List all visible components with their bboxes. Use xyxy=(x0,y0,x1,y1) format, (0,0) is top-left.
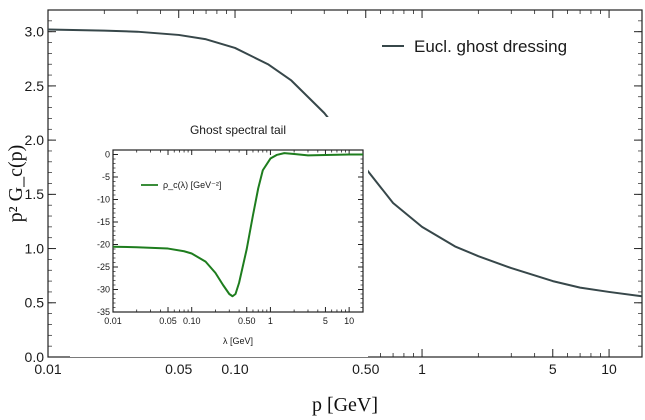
inset-x-tick-label: 5 xyxy=(323,316,328,326)
main-x-tick-label: 0.50 xyxy=(352,361,379,377)
main-y-tick-label: 3.0 xyxy=(25,24,45,40)
inset-y-tick-label: -15 xyxy=(97,217,110,227)
inset-title: Ghost spectral tail xyxy=(190,123,286,137)
inset-y-tick-label: -35 xyxy=(97,307,110,317)
inset-y-tick-label: -10 xyxy=(97,195,110,205)
inset-chart: Ghost spectral tail 0.01 0.05 0.10 0.50 1 5 10… xyxy=(70,117,368,357)
main-y-tick-label: 2.0 xyxy=(25,132,45,148)
main-y-axis-label: p² G_c(p) xyxy=(5,145,27,223)
main-x-tick-label: 10 xyxy=(601,361,617,377)
inset-x-tick-label: 10 xyxy=(344,316,354,326)
inset-y-tick-label: -30 xyxy=(97,285,110,295)
inset-y-tick-label: -5 xyxy=(102,172,110,182)
main-x-tick-label: 1 xyxy=(418,361,426,377)
inset-y-tick-label: -20 xyxy=(97,240,110,250)
main-y-tick-label: 0.5 xyxy=(25,295,45,311)
inset-legend-label: ρ_c(λ) [GeV⁻²] xyxy=(163,180,221,190)
inset-x-tick-label: 1 xyxy=(268,316,273,326)
main-x-axis-label: p [GeV] xyxy=(312,394,378,416)
main-x-tick-label: 0.05 xyxy=(165,361,192,377)
main-y-tick-label: 1.0 xyxy=(25,240,45,256)
inset-x-tick-label: 0.10 xyxy=(183,316,201,326)
inset-x-axis-label: λ [GeV] xyxy=(223,336,253,346)
main-y-tick-label: 2.5 xyxy=(25,78,45,94)
inset-x-tick-label: 0.01 xyxy=(104,316,122,326)
main-y-tick-label: 0.0 xyxy=(25,349,45,365)
main-legend: Eucl. ghost dressing xyxy=(382,37,567,56)
main-y-tick-label: 1.5 xyxy=(25,186,45,202)
inset-y-tick-label: -25 xyxy=(97,262,110,272)
main-x-tick-label: 0.10 xyxy=(221,361,248,377)
main-legend-label: Eucl. ghost dressing xyxy=(414,37,567,56)
inset-x-tick-label: 0.05 xyxy=(159,316,177,326)
inset-x-tick-label: 0.50 xyxy=(238,316,256,326)
inset-y-tick-label: 0 xyxy=(105,150,110,160)
main-x-tick-label: 5 xyxy=(549,361,557,377)
